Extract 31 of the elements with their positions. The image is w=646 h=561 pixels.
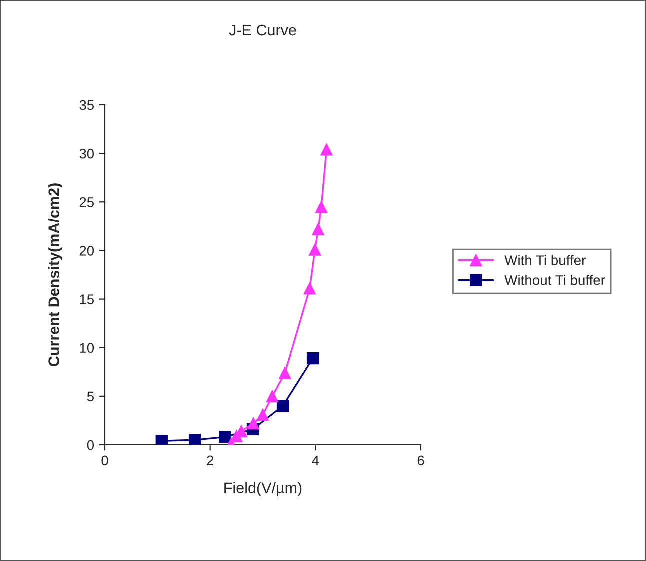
legend-label: With Ti buffer <box>504 255 586 266</box>
chart-title: J-E Curve <box>229 24 296 36</box>
point <box>256 408 270 421</box>
point <box>306 352 320 365</box>
point <box>312 223 324 236</box>
point <box>279 367 292 380</box>
point <box>188 434 202 445</box>
y-tick-label: 35 <box>80 100 94 110</box>
y-tick-label: 20 <box>80 246 94 256</box>
x-tick-label: 2 <box>207 456 214 466</box>
point <box>156 435 168 445</box>
point <box>309 244 322 256</box>
point <box>219 431 232 444</box>
point <box>266 390 279 403</box>
y-tick-label: 15 <box>80 294 94 304</box>
x-tick-label: 4 <box>312 456 320 466</box>
y-tick-label: 10 <box>80 343 94 354</box>
x-axis-title: Field(V/µm) <box>224 482 302 496</box>
x-tick-label: 0 <box>102 456 108 466</box>
point <box>304 282 316 295</box>
y-axis-title: Current Density(mA/cm2) <box>48 184 62 366</box>
point <box>320 144 333 156</box>
point <box>315 200 328 214</box>
point <box>247 418 260 430</box>
x-tick-label: 6 <box>418 456 424 466</box>
y-tick-label: 5 <box>87 392 94 402</box>
y-tick-label: 25 <box>80 197 94 208</box>
y-tick-label: 30 <box>80 148 94 159</box>
legend-label: Without Ti buffer <box>504 275 606 286</box>
y-tick-label: 0 <box>87 440 94 450</box>
point <box>276 400 290 412</box>
